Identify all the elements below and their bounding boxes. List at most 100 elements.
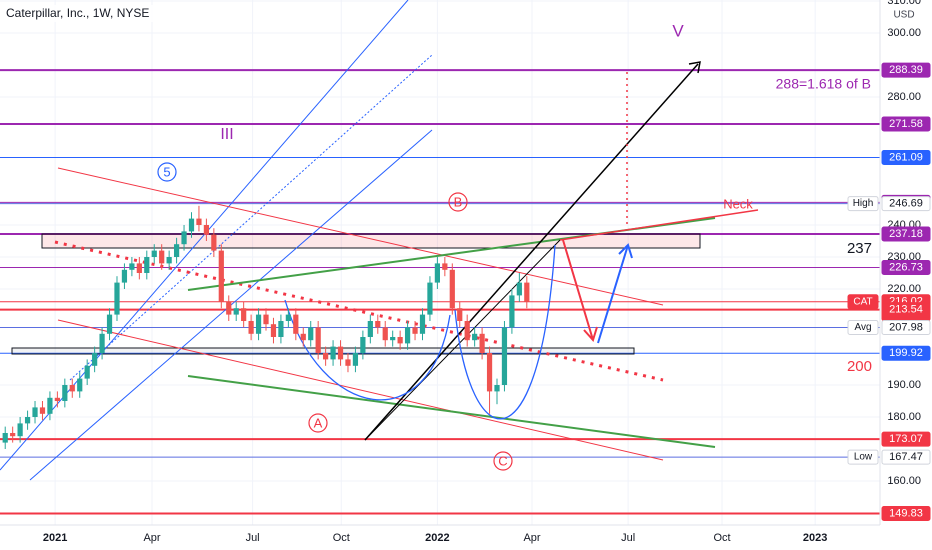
y-tick-label: 300.00 xyxy=(887,27,921,39)
avg-zone xyxy=(11,347,635,355)
neck-label: Neck xyxy=(723,196,753,211)
candle-body xyxy=(263,314,269,325)
x-tick-label: Oct xyxy=(713,532,730,544)
candle-body xyxy=(54,397,60,401)
candle-body xyxy=(203,225,210,235)
wave-label: III xyxy=(220,126,233,143)
candle-body xyxy=(486,353,493,392)
candle-body xyxy=(159,250,165,264)
candle-body xyxy=(114,282,120,315)
tag-box xyxy=(847,294,879,310)
tag-box xyxy=(847,319,879,335)
candle-body xyxy=(479,333,485,353)
candle-body xyxy=(315,327,321,353)
price-label: 226.73 xyxy=(889,261,923,273)
candle-body xyxy=(412,327,418,334)
axis-labels: 310.00300.00280.00240.00230.00220.00190.… xyxy=(43,0,931,544)
price-label: 246.69 xyxy=(889,197,923,209)
candle-body xyxy=(270,324,277,337)
neck-extension xyxy=(559,209,759,241)
candle-body xyxy=(211,234,217,251)
support-line xyxy=(187,375,716,448)
annotation-labels: V 288=1.618 of B III 5 B Neck 237 200 A … xyxy=(163,21,872,468)
candle-body xyxy=(419,314,426,334)
candle-body xyxy=(69,385,75,392)
wave-label: C xyxy=(498,453,507,468)
wave-label: A xyxy=(314,415,323,430)
arc-c xyxy=(454,244,556,420)
channel-line xyxy=(0,0,409,471)
candle-body xyxy=(144,257,150,273)
candle-body xyxy=(501,327,508,385)
candle-body xyxy=(136,263,142,273)
candle-body xyxy=(62,385,68,401)
price-label: 213.54 xyxy=(889,304,923,316)
price-label-box xyxy=(881,196,931,212)
candle-body xyxy=(345,359,351,366)
candle-body xyxy=(166,257,172,264)
candle-body xyxy=(2,433,8,443)
candle-body xyxy=(352,353,359,366)
candle-body xyxy=(99,333,105,353)
candle-body xyxy=(106,314,113,334)
candle-body xyxy=(472,333,478,341)
title-bg xyxy=(0,5,200,22)
chart-title: Caterpillar, Inc., 1W, NYSE xyxy=(6,6,149,20)
y-tick-label: 310.00 xyxy=(887,0,921,7)
price-label: 237.18 xyxy=(889,228,923,240)
candle-body xyxy=(218,250,224,302)
currency: USD xyxy=(893,10,914,21)
time-axis xyxy=(0,525,932,550)
candle-body xyxy=(226,301,232,315)
y-tick-label: 160.00 xyxy=(887,475,921,487)
candles xyxy=(2,205,530,449)
y-tick-label: 220.00 xyxy=(887,283,921,295)
down-arrow xyxy=(562,239,598,342)
price-label: 199.92 xyxy=(889,347,923,359)
candle-body xyxy=(308,327,314,341)
candle-body xyxy=(404,327,411,344)
candle-body xyxy=(524,282,530,302)
y-tick-label: 180.00 xyxy=(887,411,921,423)
candle-body xyxy=(323,353,329,360)
channel-line xyxy=(57,319,664,461)
candle-body xyxy=(293,314,299,334)
channel-line xyxy=(57,167,664,306)
candle-body xyxy=(390,337,396,341)
candle-body xyxy=(375,321,381,328)
up-arrow xyxy=(597,243,633,344)
candle-body xyxy=(241,308,247,321)
candle-body xyxy=(457,308,463,321)
x-tick-label: Apr xyxy=(523,532,540,544)
x-tick-label: 2023 xyxy=(803,532,827,544)
wave-label: B xyxy=(454,194,463,209)
candle-body xyxy=(509,295,515,328)
price-label-box xyxy=(881,62,931,78)
x-tick-label: Jul xyxy=(246,532,260,544)
x-tick-label: 2022 xyxy=(425,532,449,544)
x-tick-label: 2021 xyxy=(43,532,67,544)
price-label-box xyxy=(881,116,931,132)
tag-label: High xyxy=(853,198,874,209)
price-label: 288.39 xyxy=(889,64,923,76)
drawings xyxy=(0,0,759,481)
x-tick-label: Oct xyxy=(333,532,350,544)
projection-arrow xyxy=(364,63,699,441)
x-tick-label: Apr xyxy=(143,532,160,544)
price-label: 167.47 xyxy=(889,451,923,463)
wave-circle xyxy=(448,192,468,212)
price-label: 261.09 xyxy=(889,151,923,163)
x-tick-label: Jul xyxy=(621,532,635,544)
candle-body xyxy=(516,282,522,296)
candle-body xyxy=(494,385,500,392)
candle-body xyxy=(464,321,470,341)
candle-body xyxy=(442,263,448,270)
level-label: 200 xyxy=(847,358,872,375)
tag-box xyxy=(847,196,879,212)
wave-circle xyxy=(493,451,513,471)
neck-zone xyxy=(41,233,701,249)
price-label: 149.83 xyxy=(889,507,923,519)
candle-body xyxy=(121,269,128,283)
candle-body xyxy=(129,263,135,270)
